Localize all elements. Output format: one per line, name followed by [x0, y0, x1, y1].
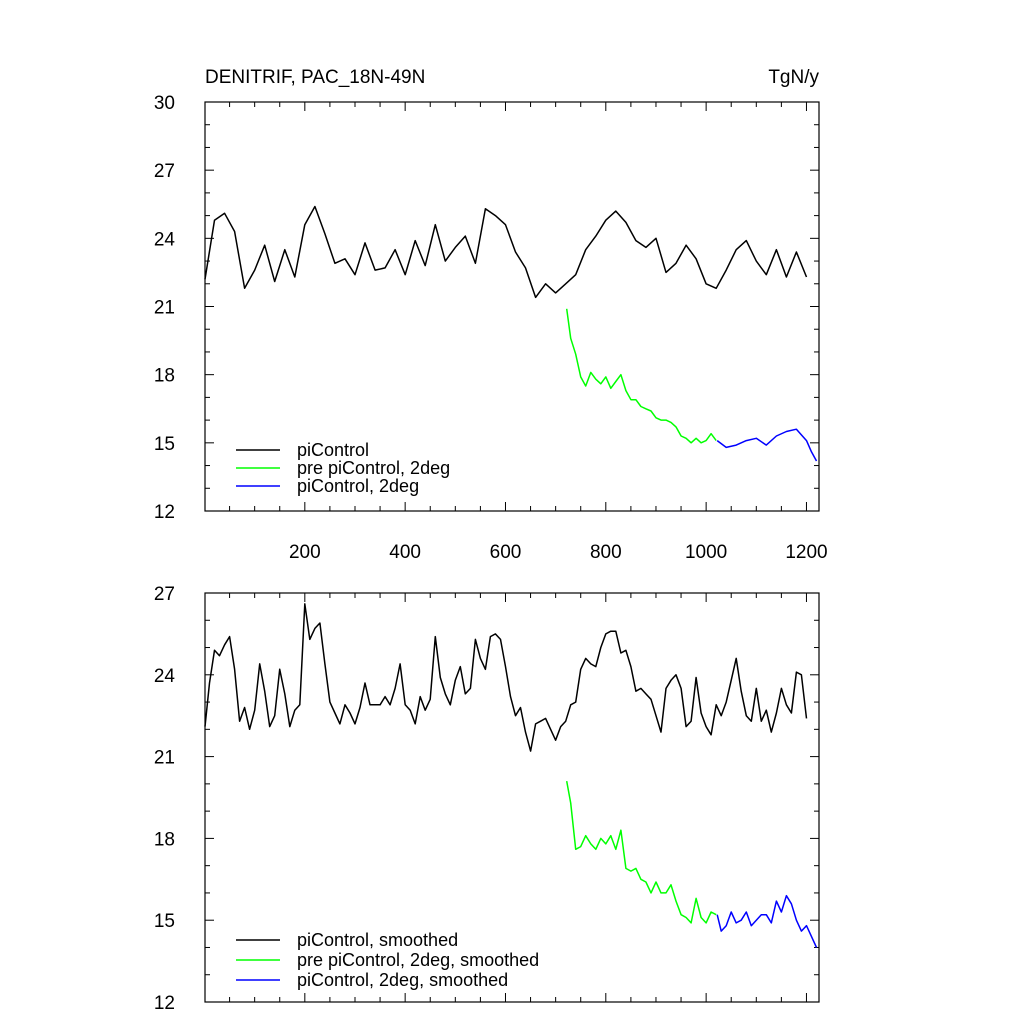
legend-label: piControl, 2deg [297, 476, 419, 496]
y-tick-label: 18 [154, 829, 175, 850]
y-tick-label: 21 [154, 748, 175, 769]
legend-label: piControl [297, 440, 369, 460]
x-tick-label: 1200 [785, 542, 827, 563]
y-tick-label: 15 [154, 911, 175, 932]
y-tick-label: 27 [154, 161, 175, 182]
plot-frame [204, 592, 820, 1003]
x-tick-label: 200 [289, 542, 321, 563]
y-tick-label: 15 [154, 434, 175, 455]
y-tick-label: 18 [154, 366, 175, 387]
series-line-1 [204, 205, 808, 299]
y-tick-label: 21 [154, 298, 175, 319]
series-line-3 [716, 428, 818, 462]
y-tick-label: 30 [154, 93, 175, 114]
legend-label: piControl, smoothed [297, 930, 458, 950]
units-label: TgN/y [768, 67, 819, 88]
legend-label: pre piControl, 2deg [297, 458, 450, 478]
series-line-1 [204, 603, 808, 752]
y-tick-label: 27 [154, 584, 175, 605]
series-line-3 [716, 894, 818, 948]
x-tick-label: 400 [389, 542, 421, 563]
x-tick-label: 800 [590, 542, 622, 563]
y-tick-label: 12 [154, 993, 175, 1014]
legend-label: pre piControl, 2deg, smoothed [297, 950, 539, 970]
y-tick-label: 24 [154, 229, 176, 250]
series-line-2 [565, 308, 717, 444]
top-panel: 12 15 18 21 24 27 30 200 400 600 800 1000 1200 DENITR… [154, 67, 828, 563]
y-tick-label: 12 [154, 502, 175, 523]
series-line-2 [565, 780, 717, 924]
x-tick-label: 1000 [685, 542, 727, 563]
legend-label: piControl, 2deg, smoothed [297, 970, 508, 990]
x-tick-label: 600 [490, 542, 522, 563]
y-tick-label: 24 [154, 666, 176, 687]
chart-title: DENITRIF, PAC_18N-49N [205, 67, 425, 88]
